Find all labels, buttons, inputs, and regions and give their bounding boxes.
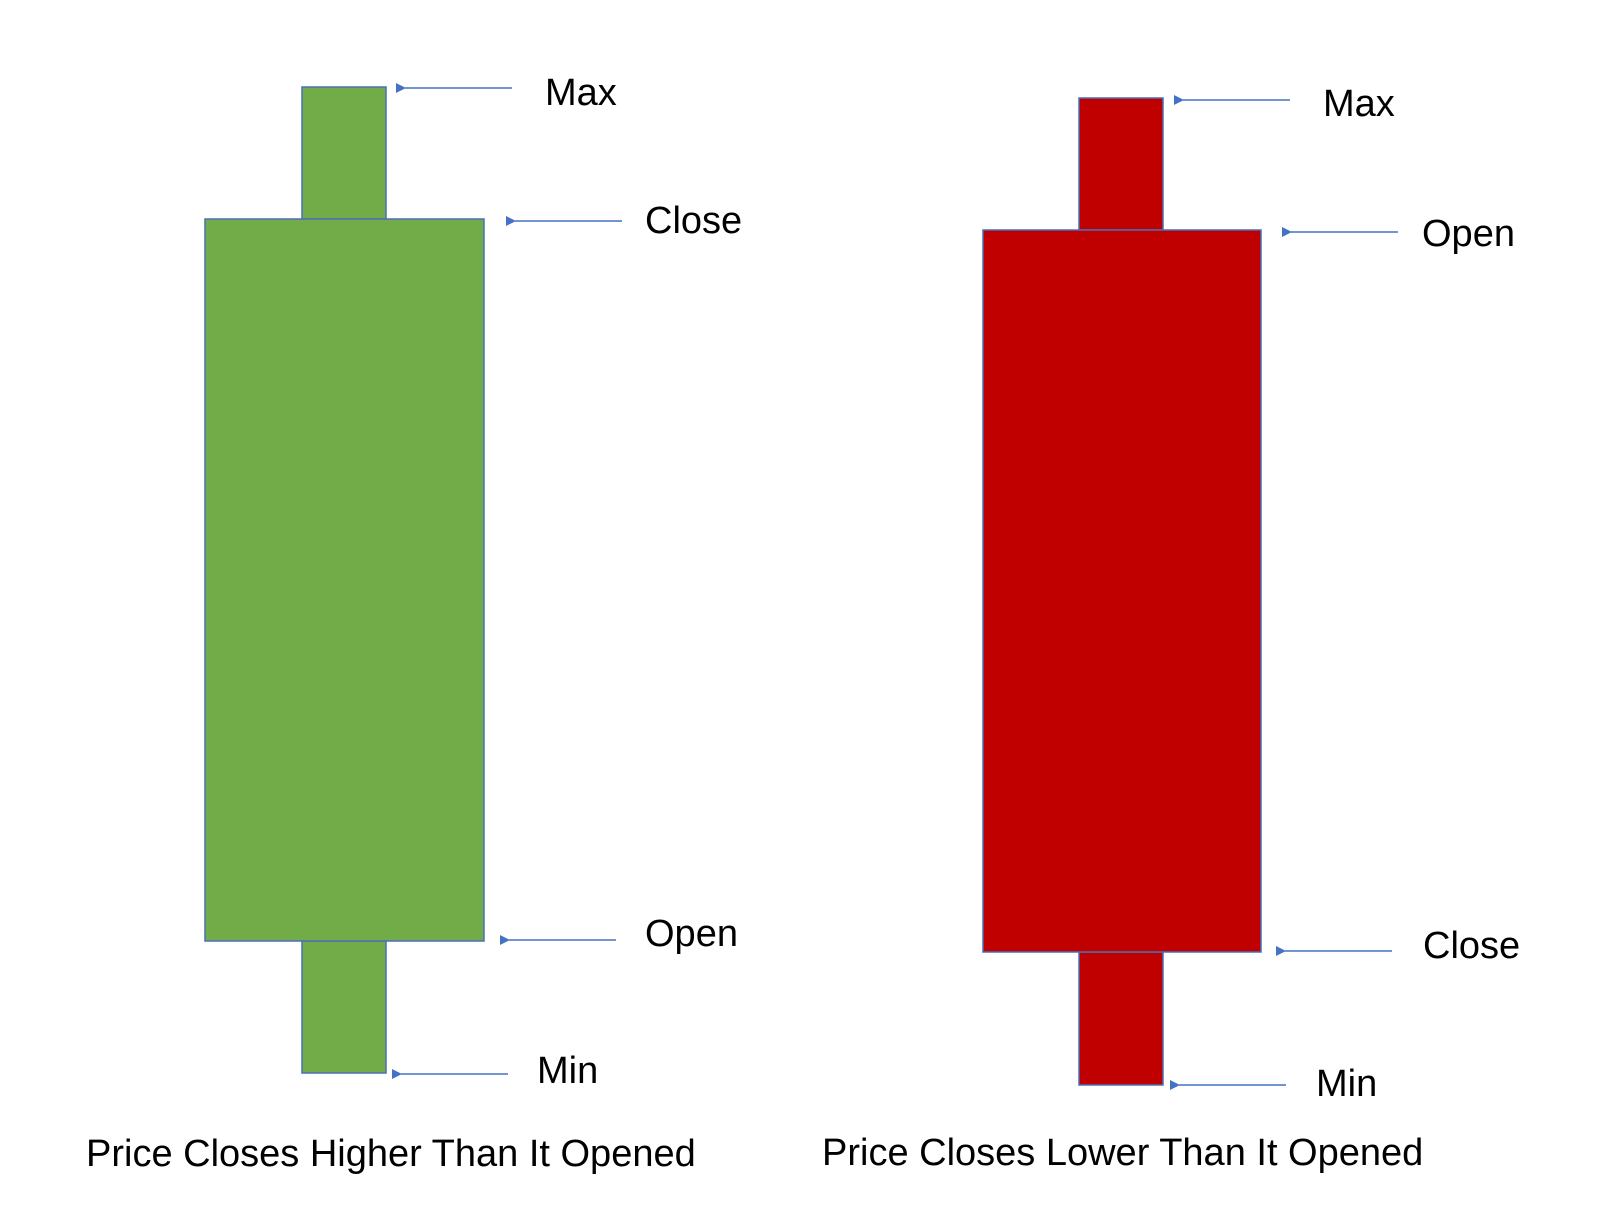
bearish-close-label: Close xyxy=(1423,925,1520,967)
bullish-open-label: Open xyxy=(645,913,738,955)
bearish-upper-wick xyxy=(1078,97,1164,231)
bullish-upper-wick xyxy=(301,86,387,220)
bearish-body xyxy=(982,229,1262,953)
bearish-candle xyxy=(982,97,1262,1086)
bearish-lower-wick xyxy=(1078,951,1164,1086)
bullish-labels: Max Close Open Min xyxy=(537,72,742,1092)
bearish-max-label: Max xyxy=(1323,83,1395,125)
bearish-labels: Max Open Close Min xyxy=(1316,83,1520,1105)
bearish-min-label: Min xyxy=(1316,1063,1377,1105)
bullish-caption: Price Closes Higher Than It Opened xyxy=(86,1133,696,1175)
bullish-body xyxy=(204,218,485,942)
bearish-arrows xyxy=(1170,95,1398,1090)
bullish-close-label: Close xyxy=(645,200,742,242)
bullish-min-label: Min xyxy=(537,1050,598,1092)
bullish-arrows xyxy=(392,83,622,1079)
bearish-caption: Price Closes Lower Than It Opened xyxy=(822,1132,1423,1174)
bullish-candle xyxy=(204,86,485,1074)
bullish-lower-wick xyxy=(301,940,387,1074)
bearish-open-label: Open xyxy=(1422,213,1515,255)
bullish-max-label: Max xyxy=(545,72,617,114)
